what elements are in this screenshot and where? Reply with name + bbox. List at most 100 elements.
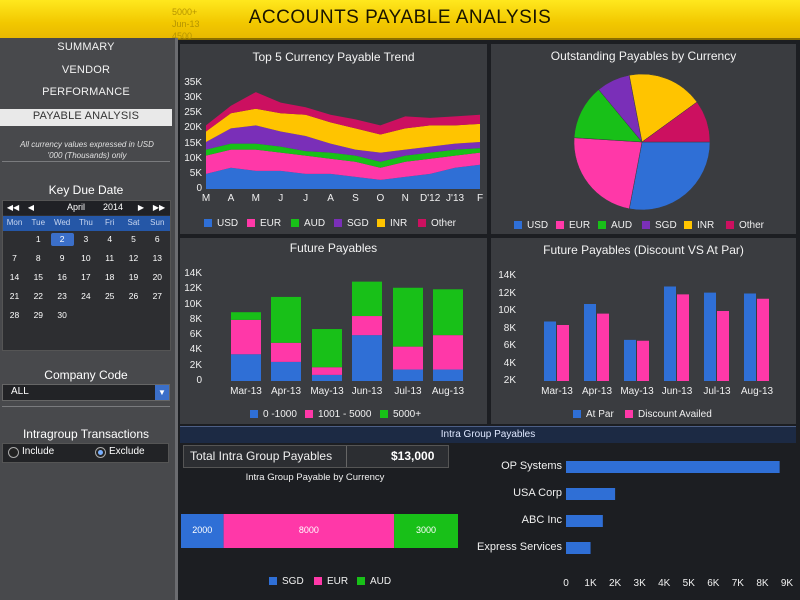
calendar-day[interactable]: 27 (152, 291, 163, 301)
intragroup-title: Intragroup Transactions (22, 427, 150, 441)
grouped-bar (544, 321, 556, 381)
prev-year-icon[interactable]: ◀◀ (6, 203, 20, 212)
calendar-year[interactable]: 2014 (103, 202, 124, 212)
stacked-bar-segment (433, 289, 463, 336)
weekday-label: Mon (6, 218, 23, 227)
hbar (566, 542, 591, 554)
grouped-bar (637, 340, 649, 381)
calendar-nav: ◀◀ ◀ April 2014 ▶ ▶▶ (3, 201, 170, 215)
company-code-select[interactable]: ALL ▼ (2, 384, 170, 401)
pie-slice-eur (573, 137, 643, 210)
calendar-day[interactable]: 9 (59, 253, 65, 263)
area-series-eur (206, 149, 480, 180)
calendar-day[interactable]: 22 (33, 291, 44, 301)
currency-note: All currency values expressed in USD '00… (20, 140, 154, 160)
calendar-day[interactable]: 25 (104, 291, 115, 301)
calendar-day[interactable]: 4 (107, 234, 113, 244)
include-label[interactable]: Include (22, 446, 55, 457)
area-series-sgd (206, 125, 480, 162)
stacked-bar-segment (271, 342, 301, 362)
calendar-day[interactable]: 29 (33, 310, 44, 320)
prev-month-icon[interactable]: ◀ (27, 203, 35, 212)
calendar-month[interactable]: April (67, 202, 86, 212)
tooltip-line: Jun-13 (172, 19, 200, 29)
pie-slice-aud (573, 89, 643, 143)
page-title: ACCOUNTS PAYABLE ANALYSIS (248, 7, 552, 28)
next-year-icon[interactable]: ▶▶ (152, 203, 166, 212)
area-series-inr (206, 108, 480, 153)
total-intra-box: Total Intra Group Payables $13,000 (183, 445, 449, 468)
include-radio[interactable] (8, 447, 19, 458)
exclude-radio[interactable] (95, 447, 106, 458)
calendar-day[interactable]: 19 (128, 272, 139, 282)
header-bar: 5000+ Jun-13 4500 ACCOUNTS PAYABLE ANALY… (0, 0, 800, 41)
calendar-weekdays: Mon Tue Wed Thu Fri Sat Sun (3, 216, 170, 231)
intra-segment-sgd (181, 514, 224, 548)
nav-vendor[interactable]: VENDOR (61, 64, 111, 76)
stacked-bar-segment (271, 361, 301, 381)
nav-summary[interactable]: SUMMARY (57, 41, 115, 53)
calendar-day[interactable]: 10 (81, 253, 91, 263)
stacked-bar-segment (271, 296, 301, 343)
stacked-bar-segment (393, 287, 423, 347)
divider (2, 406, 170, 407)
calendar-day[interactable]: 13 (152, 253, 163, 263)
header-tooltip: 5000+ Jun-13 4500 (172, 6, 212, 41)
intra-currency-title: Intra Group Payable by Currency (245, 472, 385, 483)
chevron-down-icon[interactable]: ▼ (155, 385, 169, 400)
grouped-bar (704, 292, 716, 381)
calendar-day[interactable]: 23 (57, 291, 67, 301)
nav-payable-analysis[interactable]: PAYABLE ANALYSIS (0, 109, 172, 126)
stacked-bar-segment (312, 367, 342, 375)
calendar-day[interactable]: 2 (50, 233, 74, 246)
grouped-bar (757, 298, 769, 381)
hbar (566, 515, 603, 527)
calendar-day[interactable]: 15 (33, 272, 44, 282)
stacked-bar-segment (352, 281, 382, 317)
calendar-day[interactable]: 1 (35, 234, 41, 244)
grouped-bar (557, 325, 569, 381)
stacked-bar-segment (231, 354, 261, 381)
next-month-icon[interactable]: ▶ (137, 203, 145, 212)
calendar-day[interactable]: 26 (128, 291, 139, 301)
calendar-day[interactable]: 30 (57, 310, 67, 320)
divider (346, 446, 347, 467)
calendar-day[interactable]: 21 (9, 291, 20, 301)
calendar-day[interactable]: 17 (81, 272, 91, 282)
company-code-title: Company Code (44, 368, 128, 382)
calendar-day[interactable]: 6 (154, 234, 160, 244)
calendar-day[interactable]: 16 (57, 272, 67, 282)
stacked-bar-segment (352, 335, 382, 381)
calendar-day[interactable]: 5 (131, 234, 136, 244)
calendar-day[interactable]: 18 (104, 272, 115, 282)
stacked-bar-segment (231, 312, 261, 320)
stacked-bar-segment (312, 374, 342, 381)
calendar-day[interactable]: 14 (9, 272, 20, 282)
exclude-label[interactable]: Exclude (109, 446, 145, 457)
intra-group-title: Intra Group Payables (440, 429, 536, 440)
calendar-days: 1 2 3 4 5 6 7 8 9 10 11 12 13 14 15 16 17 18 19 20 21 22 23 24 2… (3, 233, 170, 348)
grouped-bar (597, 313, 609, 381)
pie-slice-other (641, 101, 711, 143)
calendar-day[interactable]: 28 (9, 310, 20, 320)
calendar-day[interactable]: 7 (12, 253, 17, 263)
total-intra-value: $13,000 (391, 449, 435, 463)
weekday-label: Sat (127, 218, 140, 227)
calendar-day[interactable]: 12 (128, 253, 139, 263)
trend-chart-title: Top 5 Currency Payable Trend (252, 50, 415, 64)
calendar-day[interactable]: 3 (83, 234, 89, 244)
pie-slice-usd (628, 141, 711, 211)
intra-segment-eur (223, 514, 395, 548)
intra-segment-aud (394, 514, 458, 548)
stacked-bar-segment (433, 369, 463, 381)
calendar-day[interactable]: 11 (105, 253, 115, 263)
calendar-day[interactable]: 24 (81, 291, 91, 301)
pie-chart-title: Outstanding Payables by Currency (550, 49, 737, 63)
calendar-day[interactable]: 8 (35, 253, 41, 263)
discount-chart-title: Future Payables (Discount VS At Par) (543, 243, 744, 257)
nav-performance[interactable]: PERFORMANCE (42, 86, 130, 98)
calendar-day[interactable]: 20 (152, 272, 163, 282)
weekday-label: Sun (150, 218, 165, 227)
weekday-label: Fri (105, 218, 115, 227)
